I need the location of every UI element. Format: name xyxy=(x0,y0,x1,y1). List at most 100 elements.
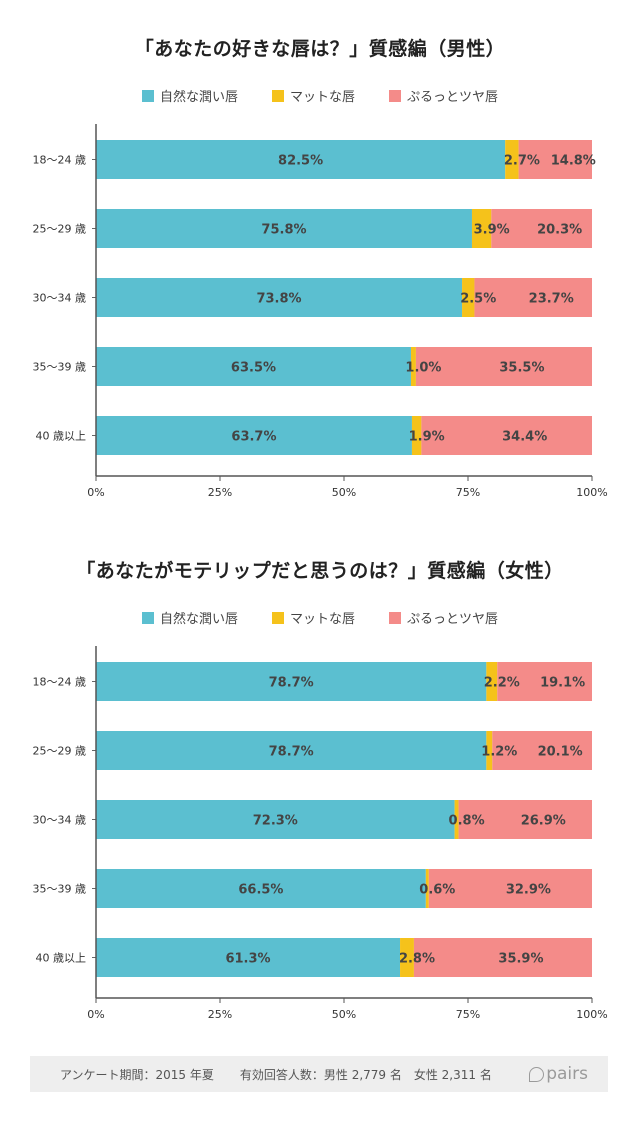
category-label-2: 30〜34 歳 xyxy=(33,814,87,827)
pairs-logo-icon xyxy=(529,1066,545,1082)
category-label-3: 35〜39 歳 xyxy=(33,361,87,374)
legend-item-plump: ぷるっとツヤ唇 xyxy=(389,608,498,627)
bar-matte-0 xyxy=(486,662,498,701)
data-label-matte-0: 2.7% xyxy=(504,154,540,169)
survey-period: アンケート期間：2015 年夏 xyxy=(60,1067,214,1082)
bar-plump-2 xyxy=(474,278,592,317)
legend-label-matte: マットな唇 xyxy=(289,612,355,627)
bar-plump-1 xyxy=(492,731,592,770)
x-tick-label-3: 75% xyxy=(456,486,480,499)
legend-swatch-plump xyxy=(389,89,401,102)
pairs-logo-text: pairs xyxy=(546,1064,588,1084)
respondent-count: 有効回答人数：男性 2,779 名 女性 2,311 名 xyxy=(239,1067,492,1082)
bar-natural-4 xyxy=(96,938,401,977)
bar-plump-2 xyxy=(458,800,592,839)
category-label-1: 25〜29 歳 xyxy=(33,745,87,758)
bar-natural-3 xyxy=(96,347,411,386)
bar-natural-0 xyxy=(96,662,487,701)
bar-matte-2 xyxy=(462,278,475,317)
legend-item-matte: マットな唇 xyxy=(271,608,355,627)
data-label-matte-1: 1.2% xyxy=(481,745,517,760)
data-label-plump-3: 32.9% xyxy=(506,883,551,898)
x-tick-label-4: 100% xyxy=(576,1008,607,1021)
bar-natural-3 xyxy=(96,869,426,908)
legend-item-natural: 自然な潤い唇 xyxy=(141,86,238,105)
data-label-matte-4: 1.9% xyxy=(409,430,445,445)
data-label-matte-2: 2.5% xyxy=(460,292,496,307)
data-label-natural-2: 72.3% xyxy=(253,814,298,829)
data-label-natural-1: 78.7% xyxy=(269,745,314,760)
x-tick-label-2: 50% xyxy=(332,1008,356,1021)
category-label-1: 25〜29 歳 xyxy=(33,223,87,236)
bar-matte-1 xyxy=(471,209,492,248)
data-label-natural-2: 73.8% xyxy=(256,292,301,307)
bar-natural-1 xyxy=(96,731,487,770)
legend-label-natural: 自然な潤い唇 xyxy=(159,612,238,627)
data-label-plump-2: 26.9% xyxy=(521,814,566,829)
data-label-matte-1: 3.9% xyxy=(474,223,510,238)
data-label-plump-4: 35.9% xyxy=(498,952,543,967)
x-tick-label-0: 0% xyxy=(87,486,104,499)
bar-plump-0 xyxy=(518,140,592,179)
data-label-matte-3: 0.6% xyxy=(419,883,455,898)
category-label-0: 18〜24 歳 xyxy=(33,676,87,689)
category-label-4: 40 歳以上 xyxy=(36,952,87,965)
chart-title-female: 「あなたがモテリップだと思うのは？」質感編（女性） xyxy=(76,560,564,582)
legend-label-plump: ぷるっとツヤ唇 xyxy=(407,90,499,105)
legend-item-plump: ぷるっとツヤ唇 xyxy=(389,86,498,105)
bar-plump-3 xyxy=(428,869,592,908)
legend-swatch-matte xyxy=(271,611,284,624)
category-label-4: 40 歳以上 xyxy=(36,430,87,443)
bar-matte-1 xyxy=(486,731,493,770)
category-label-0: 18〜24 歳 xyxy=(33,154,87,167)
data-label-plump-1: 20.3% xyxy=(537,223,582,238)
data-label-plump-2: 23.7% xyxy=(529,292,574,307)
data-label-plump-0: 14.8% xyxy=(551,154,596,169)
legend-label-matte: マットな唇 xyxy=(289,90,355,105)
chart-male-svg: 82.5% 2.7% 14.8% 18〜24 歳 75.8% 3.9% 20.3% 25〜29… xyxy=(33,124,608,499)
bar-plump-4 xyxy=(421,416,592,455)
legend-female: 自然な潤い唇 マットな唇 ぷるっとツヤ唇 xyxy=(0,608,640,627)
legend-label-natural: 自然な潤い唇 xyxy=(159,90,238,105)
data-label-natural-1: 75.8% xyxy=(261,223,306,238)
data-label-natural-4: 61.3% xyxy=(225,952,270,967)
bar-natural-1 xyxy=(96,209,472,248)
x-tick-label-2: 50% xyxy=(332,486,356,499)
category-label-2: 30〜34 歳 xyxy=(33,292,87,305)
data-label-matte-4: 2.8% xyxy=(399,952,435,967)
x-tick-label-4: 100% xyxy=(576,486,607,499)
legend-swatch-matte xyxy=(271,89,284,102)
legend-male: 自然な潤い唇 マットな唇 ぷるっとツヤ唇 xyxy=(0,86,640,105)
chart-title-male: 「あなたの好きな唇は？」質感編（男性） xyxy=(134,38,506,60)
data-label-plump-1: 20.1% xyxy=(538,745,583,760)
bar-matte-3 xyxy=(425,869,429,908)
data-label-plump-3: 35.5% xyxy=(499,361,544,376)
bar-matte-2 xyxy=(454,800,459,839)
data-label-matte-2: 0.8% xyxy=(449,814,485,829)
bar-matte-0 xyxy=(505,140,519,179)
legend-swatch-natural xyxy=(141,89,154,102)
x-tick-label-1: 25% xyxy=(208,1008,232,1021)
category-label-3: 35〜39 歳 xyxy=(33,883,87,896)
legend-item-natural: 自然な潤い唇 xyxy=(141,608,238,627)
bar-matte-3 xyxy=(410,347,416,386)
bar-natural-0 xyxy=(96,140,506,179)
data-label-natural-0: 82.5% xyxy=(278,154,323,169)
pairs-logo: pairs xyxy=(529,1064,588,1084)
bar-plump-0 xyxy=(497,662,592,701)
bar-natural-2 xyxy=(96,800,455,839)
x-tick-label-1: 25% xyxy=(208,486,232,499)
data-label-natural-3: 66.5% xyxy=(238,883,283,898)
legend-label-plump: ぷるっとツヤ唇 xyxy=(407,612,499,627)
data-label-matte-0: 2.2% xyxy=(484,676,520,691)
x-tick-label-0: 0% xyxy=(87,1008,104,1021)
bar-plump-4 xyxy=(413,938,592,977)
data-label-natural-4: 63.7% xyxy=(231,430,276,445)
data-label-plump-0: 19.1% xyxy=(540,676,585,691)
bar-plump-1 xyxy=(491,209,592,248)
bar-natural-4 xyxy=(96,416,412,455)
legend-item-matte: マットな唇 xyxy=(271,86,355,105)
data-label-natural-3: 63.5% xyxy=(231,361,276,376)
bar-matte-4 xyxy=(411,416,422,455)
data-label-natural-0: 78.7% xyxy=(269,676,314,691)
